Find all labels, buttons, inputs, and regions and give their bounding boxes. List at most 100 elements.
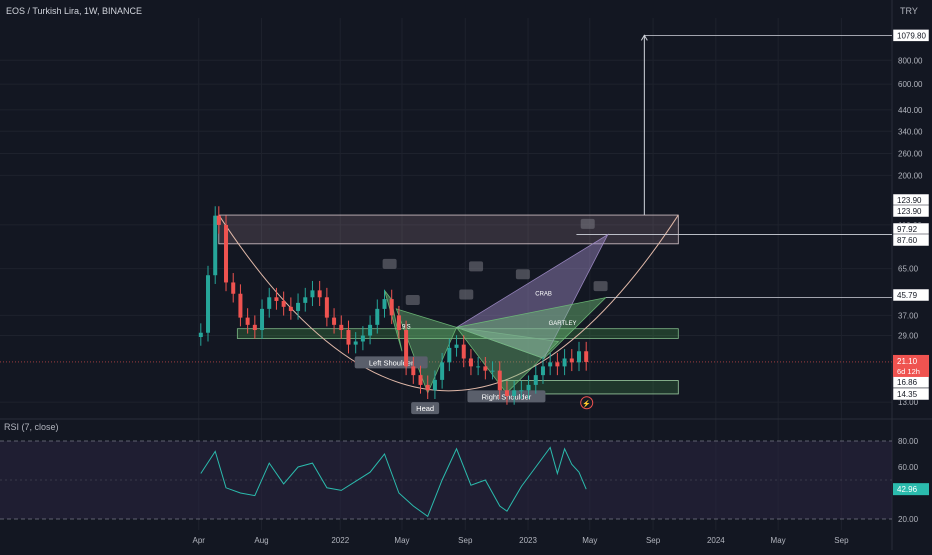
candle-body bbox=[490, 370, 495, 372]
time-tick-label: Sep bbox=[458, 536, 473, 545]
pattern-label-bg bbox=[467, 390, 546, 403]
candle-body bbox=[555, 362, 560, 367]
time-tick-label: 2024 bbox=[707, 536, 725, 545]
bar-countdown: 6d 12h bbox=[897, 367, 920, 376]
rsi-line bbox=[200, 446, 587, 518]
price-badge bbox=[892, 387, 930, 401]
time-tick-label: 2022 bbox=[331, 536, 349, 545]
price-badge bbox=[892, 233, 930, 247]
candle-body bbox=[216, 215, 221, 225]
price-tick-label: 29.00 bbox=[898, 332, 919, 341]
hidden-label-box bbox=[593, 281, 608, 292]
price-badge bbox=[892, 204, 930, 218]
rsi-tick-label: 80.00 bbox=[898, 437, 919, 446]
rsi-tick-label: 60.00 bbox=[898, 463, 919, 472]
price-badge-value: 123.90 bbox=[897, 207, 922, 216]
price-badge-value: 1079.80 bbox=[897, 31, 926, 40]
candle-body bbox=[332, 317, 337, 325]
candle-body bbox=[346, 330, 351, 345]
candle-body bbox=[382, 299, 387, 309]
time-tick-label: Sep bbox=[646, 536, 661, 545]
candle-body bbox=[432, 379, 437, 391]
price-tick-label: 260.00 bbox=[898, 150, 923, 159]
candle-body bbox=[526, 384, 531, 391]
price-tick-label: 37.00 bbox=[898, 311, 919, 320]
candle-body bbox=[454, 344, 459, 348]
price-tick-label: 600.00 bbox=[898, 80, 923, 89]
chart-title: EOS / Turkish Lira, 1W, BINANCE bbox=[6, 6, 142, 16]
target-arrowhead bbox=[640, 34, 648, 41]
pattern-triangle bbox=[455, 326, 560, 394]
price-badge-value: 97.92 bbox=[897, 225, 918, 234]
candle-body bbox=[389, 299, 394, 316]
price-tick-label: 800.00 bbox=[898, 56, 923, 65]
rsi-layer bbox=[0, 440, 892, 520]
pattern-triangle bbox=[384, 290, 403, 352]
candle-body bbox=[198, 332, 203, 338]
lightning-icon: ⚡ bbox=[580, 396, 594, 410]
resistance-box bbox=[218, 214, 679, 245]
candle-body bbox=[519, 390, 524, 392]
pattern-label: Left Shoulder bbox=[369, 358, 414, 367]
candle-body bbox=[368, 324, 373, 336]
candle-body bbox=[281, 300, 286, 307]
candle-body bbox=[512, 390, 517, 396]
price-tick-label: 13.00 bbox=[898, 398, 919, 407]
price-badge-value: 87.60 bbox=[897, 236, 918, 245]
candle-body bbox=[425, 384, 430, 391]
price-badge-value: 123.90 bbox=[897, 196, 922, 205]
candle-body bbox=[440, 362, 445, 380]
candles-layer bbox=[198, 206, 589, 405]
time-tick-label: Apr bbox=[193, 536, 206, 545]
pattern-label-bg bbox=[411, 402, 440, 415]
candle-body bbox=[584, 351, 589, 362]
candle-body bbox=[360, 335, 365, 342]
price-badge bbox=[892, 288, 930, 302]
candle-body bbox=[468, 358, 473, 367]
candle-body bbox=[310, 290, 315, 298]
current-price-value: 21.10 bbox=[897, 357, 918, 366]
rsi-title: RSI (7, close) bbox=[4, 422, 59, 432]
candle-body bbox=[540, 366, 545, 376]
price-tick-label: 200.00 bbox=[898, 171, 923, 180]
candle-body bbox=[411, 366, 416, 376]
neckline-zone bbox=[236, 328, 679, 339]
crab-label: CRAB bbox=[535, 291, 552, 297]
price-badge-value: 45.79 bbox=[897, 291, 918, 300]
candle-body bbox=[206, 275, 211, 333]
time-tick-label: May bbox=[394, 536, 409, 545]
candle-body bbox=[317, 290, 322, 298]
hidden-label-box bbox=[515, 269, 530, 280]
candle-body bbox=[324, 297, 329, 318]
rsi-tick-label: 20.00 bbox=[898, 515, 919, 524]
hidden-label-box bbox=[405, 294, 420, 305]
price-badge-value: 14.35 bbox=[897, 390, 918, 399]
candle-body bbox=[483, 366, 488, 371]
pattern-label-bg bbox=[354, 356, 428, 369]
candle-body bbox=[476, 366, 481, 368]
candle-body bbox=[303, 297, 308, 303]
candle-body bbox=[353, 341, 358, 345]
candle-body bbox=[576, 351, 581, 363]
candle-body bbox=[533, 375, 538, 385]
current-price-badge bbox=[893, 354, 929, 377]
candle-body bbox=[213, 215, 218, 276]
lightning-circle bbox=[580, 396, 594, 410]
currency-label: TRY bbox=[900, 6, 918, 16]
candle-body bbox=[375, 308, 380, 325]
time-tick-label: Aug bbox=[254, 536, 268, 545]
candle-body bbox=[224, 224, 229, 283]
rsi-current-value: 42.96 bbox=[897, 485, 918, 494]
candle-body bbox=[260, 308, 265, 331]
candle-body bbox=[548, 362, 553, 367]
time-tick-label: Sep bbox=[834, 536, 849, 545]
candle-body bbox=[569, 358, 574, 363]
price-badge bbox=[892, 29, 930, 42]
time-tick-label: May bbox=[771, 536, 786, 545]
hidden-label-box bbox=[469, 261, 484, 272]
gartley-pattern bbox=[455, 296, 607, 359]
hidden-label-box bbox=[382, 258, 397, 269]
rsi-current-badge bbox=[893, 483, 929, 496]
